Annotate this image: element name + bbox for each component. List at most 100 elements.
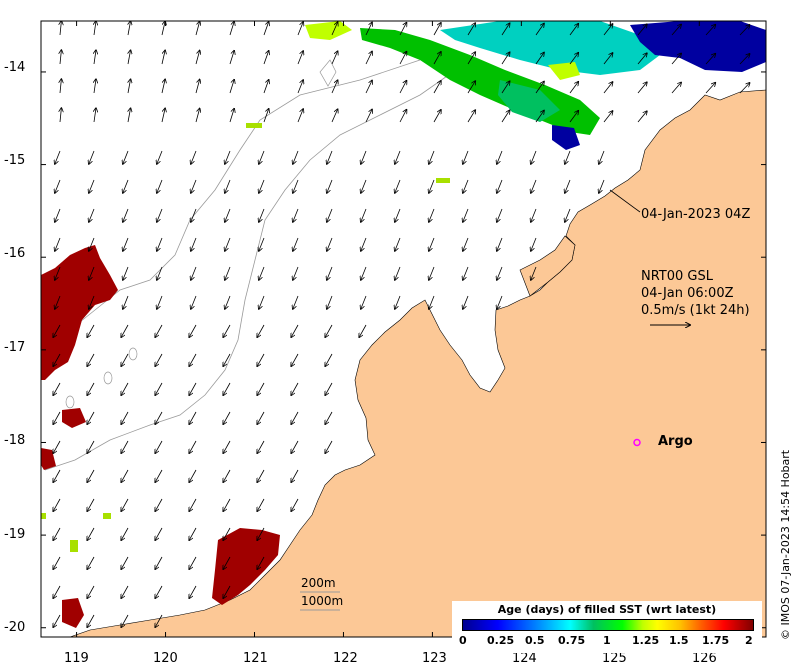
- current-arrow: [327, 179, 333, 193]
- current-arrow: [395, 295, 401, 309]
- current-arrow: [569, 111, 578, 123]
- current-arrow: [395, 179, 401, 193]
- current-arrow: [94, 50, 96, 65]
- current-arrow: [191, 179, 197, 193]
- current-arrow: [121, 556, 129, 569]
- current-arrow: [189, 440, 197, 453]
- current-arrow: [293, 179, 299, 193]
- current-arrow: [121, 353, 129, 366]
- current-arrow: [671, 53, 681, 65]
- current-arrow: [87, 585, 95, 598]
- isobath-200m-line: [44, 59, 471, 471]
- current-arrow: [195, 50, 200, 65]
- current-arrow: [223, 556, 231, 569]
- sst-patch-young: [103, 513, 111, 519]
- y-tick-label: -16: [4, 246, 26, 261]
- current-arrow: [399, 110, 407, 123]
- current-arrow: [429, 150, 435, 164]
- current-arrow: [603, 82, 613, 94]
- current-arrow: [225, 295, 231, 309]
- current-arrow: [565, 179, 571, 193]
- colorbar-tick: 1.25: [632, 634, 660, 647]
- current-arrow: [189, 382, 197, 395]
- current-arrow: [229, 51, 234, 65]
- current-arrow: [53, 324, 61, 337]
- y-tick-label: -19: [4, 527, 26, 542]
- current-arrow: [87, 411, 95, 424]
- current-arrow: [155, 382, 163, 395]
- current-arrow: [223, 527, 231, 540]
- reef-outline: [103, 371, 113, 385]
- colorbar-tick: 0.5: [525, 634, 545, 647]
- current-arrow: [155, 324, 163, 337]
- current-arrow: [191, 150, 197, 164]
- current-arrow: [535, 24, 544, 36]
- x-tick-label: 121: [243, 651, 268, 666]
- australia-landmass: [69, 89, 766, 637]
- current-arrow: [229, 109, 234, 123]
- colorbar-tick: 0.25: [487, 634, 515, 647]
- sst-patch-young: [305, 21, 352, 40]
- current-arrow: [161, 21, 165, 36]
- current-arrow: [327, 237, 333, 251]
- current-arrow: [739, 25, 750, 36]
- sst-patch-old: [212, 528, 280, 605]
- y-tick-label: -18: [4, 433, 26, 448]
- current-arrow: [123, 150, 129, 164]
- current-arrow: [60, 108, 61, 123]
- current-arrow: [291, 440, 299, 453]
- current-arrow: [191, 295, 197, 309]
- current-arrow: [89, 179, 95, 193]
- product-label: NRT00 GSL: [641, 269, 713, 284]
- current-arrow: [223, 469, 231, 482]
- current-arrow: [161, 50, 165, 65]
- current-arrow: [89, 295, 95, 309]
- current-arrow: [89, 208, 95, 222]
- current-arrow: [433, 52, 441, 65]
- colorbar: [462, 619, 754, 631]
- current-arrows: [53, 21, 749, 627]
- current-arrow: [121, 440, 129, 453]
- current-arrow: [157, 208, 163, 222]
- current-arrow: [327, 266, 333, 280]
- current-arrow: [433, 81, 441, 94]
- current-arrow: [365, 22, 372, 36]
- current-arrow: [157, 295, 163, 309]
- current-arrow: [155, 411, 163, 424]
- current-arrow: [157, 150, 163, 164]
- current-arrow: [121, 614, 129, 627]
- current-arrow: [87, 556, 95, 569]
- current-arrow: [94, 108, 96, 123]
- current-arrow: [331, 51, 338, 65]
- current-arrow: [497, 150, 503, 164]
- current-arrow: [497, 266, 503, 280]
- current-arrow: [463, 237, 469, 251]
- current-arrow: [501, 52, 510, 65]
- current-arrow: [89, 237, 95, 251]
- plot-frame: [40, 20, 767, 638]
- current-arrow: [53, 382, 61, 395]
- current-arrow: [195, 79, 200, 94]
- current-arrow: [53, 556, 61, 569]
- current-arrow: [399, 23, 407, 36]
- current-arrow: [395, 237, 401, 251]
- current-arrow: [121, 324, 129, 337]
- timestamp-label: 04-Jan-2023 04Z: [641, 207, 751, 222]
- current-arrow: [467, 81, 475, 94]
- current-arrow: [225, 266, 231, 280]
- isobath-1000m-label: 1000m: [301, 594, 344, 608]
- current-arrow: [705, 25, 715, 36]
- current-arrow: [463, 266, 469, 280]
- current-arrow: [223, 440, 231, 453]
- current-arrow: [297, 109, 303, 123]
- current-arrow: [463, 179, 469, 193]
- colorbar-tick: 1: [603, 634, 611, 647]
- current-arrow: [155, 614, 163, 627]
- current-arrow: [291, 324, 299, 337]
- current-arrow: [128, 50, 131, 65]
- current-arrow: [293, 295, 299, 309]
- current-arrow: [223, 498, 231, 511]
- current-arrow: [189, 469, 197, 482]
- sst-patch-young: [436, 178, 450, 183]
